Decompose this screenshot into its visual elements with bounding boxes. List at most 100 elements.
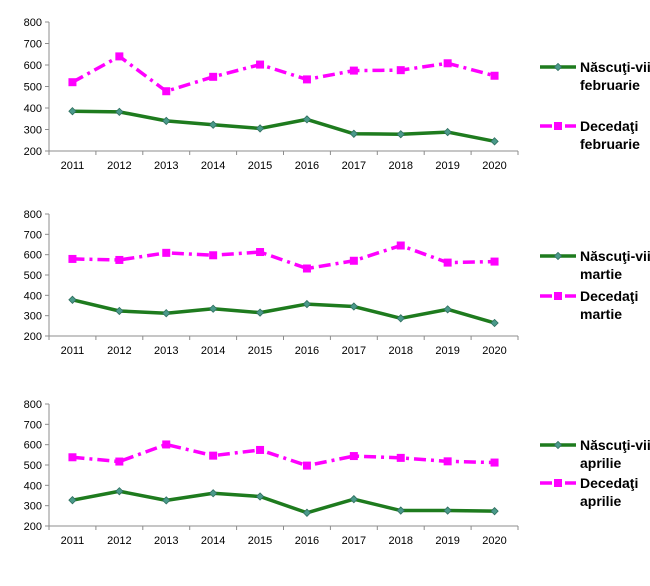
legend-label: Născuţi-vii: [580, 437, 650, 453]
y-tick-label: 800: [24, 17, 42, 29]
data-point: [162, 248, 171, 257]
data-point: [349, 494, 359, 504]
legend-entry: Decedaţi februarie: [540, 118, 640, 152]
data-point: [256, 445, 265, 454]
series-nascuti-vii: [68, 295, 499, 328]
series-line: [72, 442, 495, 468]
x-tick-label: 2015: [248, 160, 272, 172]
data-point: [490, 257, 499, 266]
x-tick-label: 2017: [342, 160, 366, 172]
data-point: [209, 72, 218, 81]
series-line: [72, 489, 495, 515]
data-point: [302, 75, 311, 84]
x-tick-label: 2011: [61, 160, 85, 172]
x-tick-label: 2013: [154, 160, 178, 172]
data-point: [162, 440, 171, 449]
data-point: [255, 124, 265, 133]
data-point: [115, 457, 124, 466]
data-point: [302, 264, 311, 273]
data-point: [490, 137, 499, 146]
data-point: [490, 71, 499, 80]
data-point: [255, 492, 265, 501]
legend-label: martie: [580, 306, 622, 322]
legend-label: Decedaţi: [580, 118, 638, 134]
legend-entry: Decedaţi aprilie: [540, 475, 638, 509]
legend-entry: Născuţi-vii februarie: [540, 59, 650, 93]
legend-entry: Născuţi-vii aprilie: [540, 437, 650, 471]
legend-swatch-marker: [554, 479, 562, 487]
data-point: [349, 129, 359, 138]
chart-panel-1: 200 300 400 500 600 700 800 2011 2012 2013 2014 201…: [24, 17, 650, 172]
y-tick-label: 300: [24, 501, 42, 513]
legend-swatch-marker: [553, 440, 563, 450]
legend-swatch-marker: [553, 251, 563, 261]
x-tick-label: 2012: [107, 535, 131, 547]
data-point: [490, 318, 499, 328]
legend-swatch-marker: [553, 62, 563, 72]
data-point: [68, 295, 77, 304]
x-tick-label: 2012: [107, 345, 131, 357]
y-tick-label: 400: [24, 290, 42, 302]
data-point: [396, 241, 405, 250]
y-tick-label: 200: [24, 331, 42, 343]
x-tick-label: 2019: [435, 160, 459, 172]
series-nascuti-vii: [68, 107, 499, 146]
data-point: [443, 127, 452, 137]
data-point: [115, 255, 124, 264]
y-tick-label: 700: [24, 229, 42, 241]
data-point: [302, 508, 312, 517]
data-point: [208, 120, 218, 129]
data-point: [68, 78, 77, 87]
x-tick-label: 2019: [435, 535, 459, 547]
data-point: [396, 506, 405, 515]
data-point: [115, 487, 124, 496]
y-tick-label: 600: [24, 440, 42, 452]
data-point: [302, 115, 312, 124]
x-tick-label: 2020: [482, 345, 506, 357]
data-point: [162, 309, 171, 318]
data-point: [115, 52, 124, 61]
x-tick-label: 2016: [295, 535, 319, 547]
data-point: [396, 66, 405, 75]
data-point: [490, 506, 499, 516]
x-tick-label: 2015: [248, 535, 272, 547]
series-nascuti-vii: [68, 487, 499, 517]
x-tick-label: 2014: [201, 345, 225, 357]
series-line: [72, 243, 495, 271]
x-tick-label: 2017: [342, 345, 366, 357]
data-point: [443, 258, 452, 267]
x-tick-label: 2015: [248, 345, 272, 357]
x-tick-label: 2014: [201, 160, 225, 172]
data-point: [208, 304, 218, 313]
data-point: [68, 496, 77, 505]
x-tick-label: 2018: [389, 535, 413, 547]
legend-label: Decedaţi: [580, 288, 638, 304]
data-point: [209, 451, 218, 460]
data-point: [302, 461, 311, 470]
legend-label: Născuţi-vii: [580, 248, 650, 264]
chart-panel-2: 200 300 400 500 600 700 800 2011 2012 2013 2014 201…: [24, 209, 650, 357]
data-point: [208, 489, 218, 498]
y-tick-label: 400: [24, 103, 42, 115]
x-tick-label: 2014: [201, 535, 225, 547]
x-tick-label: 2016: [295, 160, 319, 172]
legend-swatch-marker: [554, 292, 562, 300]
data-point: [255, 308, 265, 317]
series-decedati: [68, 52, 499, 96]
series-decedati: [68, 440, 499, 470]
x-tick-label: 2018: [389, 160, 413, 172]
series-line: [72, 109, 495, 144]
x-tick-label: 2011: [61, 535, 85, 547]
data-point: [115, 306, 124, 316]
legend-label: martie: [580, 266, 622, 282]
series-line: [72, 298, 496, 325]
data-point: [490, 458, 499, 467]
x-tick-label: 2016: [295, 345, 319, 357]
legend-label: aprilie: [580, 493, 621, 509]
data-point: [256, 248, 265, 257]
x-tick-label: 2012: [107, 160, 131, 172]
y-tick-label: 400: [24, 480, 42, 492]
x-tick-label: 2013: [154, 535, 178, 547]
x-tick-label: 2020: [482, 160, 506, 172]
